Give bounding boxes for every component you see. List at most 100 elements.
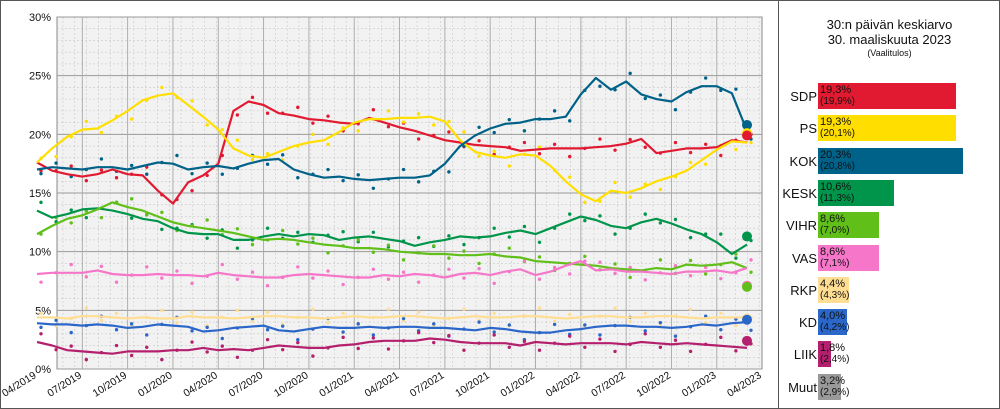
- poll-point-ps: [447, 119, 451, 124]
- poll-point-kd: [719, 327, 723, 332]
- poll-point-vas: [477, 266, 481, 271]
- poll-point-rkp: [492, 311, 496, 315]
- poll-point-kesk: [507, 235, 511, 239]
- party-row: VAS 8,6% (7,1%): [779, 244, 1000, 273]
- poll-point-vas: [401, 270, 406, 274]
- poll-point-ps: [462, 130, 466, 134]
- poll-point-liik: [447, 333, 451, 338]
- party-row: KOK 20,3% (20,8%): [779, 147, 1000, 176]
- poll-point-ps: [492, 149, 496, 154]
- poll-point-liik: [220, 344, 224, 348]
- poll-point-liik: [688, 349, 693, 354]
- poll-point-sdp: [190, 188, 194, 193]
- poll-point-rkp: [462, 307, 466, 311]
- party-row: VIHR 8,6% (7,0%): [779, 212, 1000, 240]
- poll-point-vas: [235, 277, 240, 281]
- poll-point-sdp: [613, 148, 617, 152]
- poll-point-kok: [598, 84, 602, 88]
- poll-point-ps: [250, 157, 255, 162]
- poll-point-vihr: [703, 272, 708, 276]
- x-tick-label: 04/2020: [181, 369, 220, 399]
- party-bar: [818, 341, 831, 368]
- series-line-vas: [36, 260, 748, 279]
- poll-point-vihr: [205, 218, 209, 222]
- poll-point-liik: [160, 357, 164, 362]
- poll-average-value: 8,6%: [820, 245, 846, 258]
- poll-point-vas: [220, 262, 224, 267]
- poll-point-ps: [734, 147, 738, 152]
- y-tick-label: 10%: [29, 247, 51, 259]
- poll-point-kok: [447, 170, 451, 174]
- poll-point-ps: [54, 154, 58, 159]
- y-tick-label: 0%: [35, 364, 51, 376]
- poll-point-liik: [39, 332, 43, 336]
- poll-average-value: 4,4%: [820, 277, 846, 290]
- poll-point-vas: [114, 280, 119, 284]
- poll-point-kd: [39, 325, 43, 330]
- poll-point-sdp: [477, 139, 481, 143]
- poll-point-vas: [160, 276, 164, 280]
- poll-point-kesk: [492, 226, 496, 230]
- poll-point-liik: [568, 334, 572, 338]
- party-bar: [818, 147, 963, 174]
- poll-point-kesk: [537, 240, 542, 244]
- y-tick-label: 15%: [29, 188, 51, 200]
- poll-point-vas: [84, 275, 89, 279]
- poll-point-liik: [613, 349, 617, 354]
- poll-point-kd: [190, 329, 194, 333]
- poll-point-sdp: [537, 151, 542, 156]
- poll-point-liik: [462, 348, 466, 352]
- poll-point-sdp: [688, 150, 693, 155]
- poll-point-vihr: [613, 262, 617, 266]
- poll-point-ps: [235, 138, 240, 142]
- poll-point-sdp: [235, 113, 240, 117]
- poll-point-kesk: [447, 234, 451, 238]
- poll-point-kd: [658, 320, 663, 325]
- poll-point-kd: [583, 323, 587, 327]
- poll-point-vas: [492, 281, 496, 286]
- poll-point-vihr: [84, 209, 89, 213]
- poll-point-kok: [401, 167, 406, 172]
- poll-point-vas: [326, 269, 330, 273]
- poll-point-vas: [703, 265, 708, 270]
- poll-point-sdp: [99, 168, 104, 172]
- poll-point-ps: [749, 140, 753, 145]
- party-name: RKP: [790, 282, 817, 298]
- poll-point-sdp: [643, 145, 647, 149]
- poll-point-kd: [265, 327, 270, 332]
- poll-point-rkp: [643, 311, 647, 315]
- party-row: PS 19,3% (20,1%): [779, 115, 1000, 143]
- poll-point-vas: [145, 265, 149, 269]
- poll-point-liik: [658, 345, 663, 349]
- poll-point-ps: [432, 123, 436, 127]
- poll-point-vas: [265, 283, 270, 288]
- poll-point-liik: [492, 333, 496, 337]
- poll-point-vas: [749, 258, 753, 262]
- poll-point-vihr: [311, 236, 315, 240]
- poll-point-vas: [69, 262, 73, 267]
- election-result-value: (7,1%): [820, 257, 850, 269]
- poll-point-vas: [386, 277, 391, 281]
- election-result-value: (2,9%): [820, 386, 850, 398]
- poll-point-ps: [401, 120, 406, 124]
- panel-title: 30:n päivän keskiarvo: [826, 17, 953, 32]
- poll-point-sdp: [265, 111, 270, 115]
- poll-point-vihr: [356, 238, 360, 242]
- series-line-rkp: [37, 315, 747, 320]
- election-result-value: (20,8%): [820, 160, 856, 172]
- poll-point-kd: [401, 316, 406, 321]
- poll-point-rkp: [703, 320, 708, 325]
- poll-point-kesk: [205, 236, 209, 240]
- poll-point-vas: [552, 265, 557, 270]
- poll-point-rkp: [613, 306, 617, 310]
- poll-point-vas: [688, 274, 693, 278]
- result-marker-kd: [742, 314, 752, 325]
- poll-point-vas: [447, 267, 451, 271]
- poll-point-kok: [492, 130, 496, 135]
- series-line-kd: [36, 321, 748, 334]
- poll-point-kesk: [643, 212, 647, 216]
- election-result-value: (20,1%): [820, 128, 856, 140]
- poll-point-kok: [99, 157, 104, 161]
- poll-point-sdp: [84, 178, 89, 183]
